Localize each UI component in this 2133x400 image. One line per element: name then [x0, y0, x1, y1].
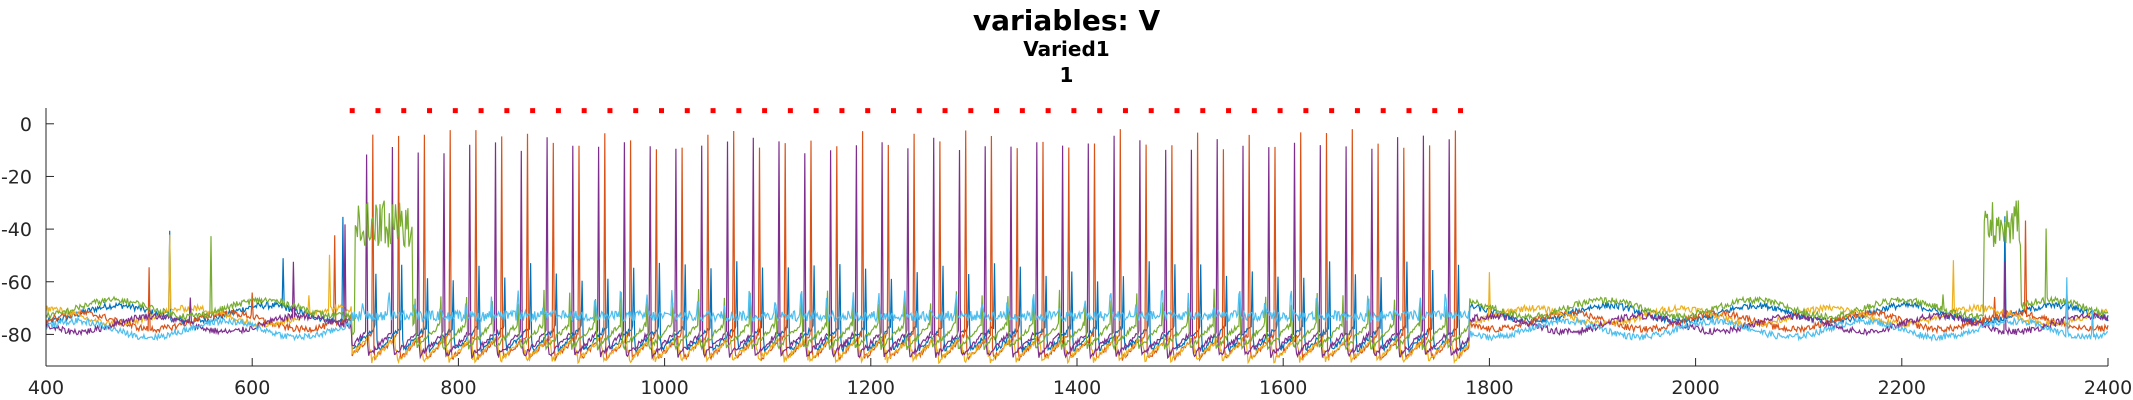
y-tick-label: -60: [1, 272, 32, 294]
y-tick-label: -40: [1, 219, 32, 241]
x-tick-label: 2000: [1671, 377, 1719, 399]
x-tick-label: 2400: [2084, 377, 2132, 399]
stimulus-marker: [607, 108, 613, 114]
x-tick-label: 1400: [1053, 377, 1101, 399]
y-tick-label: -80: [1, 324, 32, 346]
x-tick-label: 2200: [1878, 377, 1926, 399]
stimulus-marker: [1226, 108, 1232, 114]
stimulus-marker: [684, 108, 690, 114]
stimulus-marker: [710, 108, 716, 114]
stimulus-marker: [401, 108, 407, 114]
chart-title: variables: V: [972, 4, 1161, 37]
stimulus-marker: [530, 108, 536, 114]
stimulus-marker: [375, 108, 381, 114]
y-tick-label: 0: [20, 114, 32, 136]
stimulus-marker: [1354, 108, 1360, 114]
series-line: [45, 277, 2109, 343]
x-tick-label: 800: [440, 377, 476, 399]
stimulus-marker: [1174, 108, 1180, 114]
stimulus-marker: [1458, 108, 1464, 114]
stimulus-marker: [839, 108, 845, 114]
stimulus-marker: [787, 108, 793, 114]
x-tick-label: 1200: [847, 377, 895, 399]
stimulus-marker: [659, 108, 665, 114]
stimulus-marker: [968, 108, 974, 114]
series-line: [45, 200, 2108, 351]
stimulus-marker: [555, 108, 561, 114]
stimulus-marker: [1071, 108, 1077, 114]
stimulus-marker: [1045, 108, 1051, 114]
stimulus-marker: [1406, 108, 1412, 114]
stimulus-marker: [581, 108, 587, 114]
chart-subtitle-2: 1: [1059, 63, 1074, 87]
stimulus-marker: [1122, 108, 1128, 114]
stimulus-marker: [1019, 108, 1025, 114]
stimulus-marker: [736, 108, 742, 114]
x-tick-label: 600: [234, 377, 270, 399]
stimulus-marker: [1329, 108, 1335, 114]
stimulus-marker: [349, 108, 355, 114]
stimulus-marker: [427, 108, 433, 114]
stimulus-marker: [1380, 108, 1386, 114]
chart-subtitle: Varied1: [1023, 37, 1110, 61]
stimulus-marker: [478, 108, 484, 114]
y-tick-label: -20: [1, 166, 32, 188]
stimulus-marker: [1200, 108, 1206, 114]
stimulus-marker: [1277, 108, 1283, 114]
stimulus-marker: [633, 108, 639, 114]
stimulus-marker: [1148, 108, 1154, 114]
series-line: [45, 135, 2109, 360]
series-line: [45, 234, 2109, 365]
stimulus-marker: [762, 108, 768, 114]
stimulus-marker: [1303, 108, 1309, 114]
stimulus-marker: [813, 108, 819, 114]
stimulus-marker: [1432, 108, 1438, 114]
stimulus-marker: [994, 108, 1000, 114]
x-tick-label: 1000: [640, 377, 688, 399]
stimulus-marker: [916, 108, 922, 114]
stimulus-marker: [942, 108, 948, 114]
stimulus-marker: [865, 108, 871, 114]
x-tick-label: 1600: [1259, 377, 1307, 399]
stimulus-marker: [452, 108, 458, 114]
x-tick-label: 1800: [1465, 377, 1513, 399]
x-tick-label: 400: [28, 377, 64, 399]
stimulus-marker: [890, 108, 896, 114]
stimulus-marker: [1097, 108, 1103, 114]
stimulus-marker: [1251, 108, 1257, 114]
stimulus-marker: [504, 108, 510, 114]
